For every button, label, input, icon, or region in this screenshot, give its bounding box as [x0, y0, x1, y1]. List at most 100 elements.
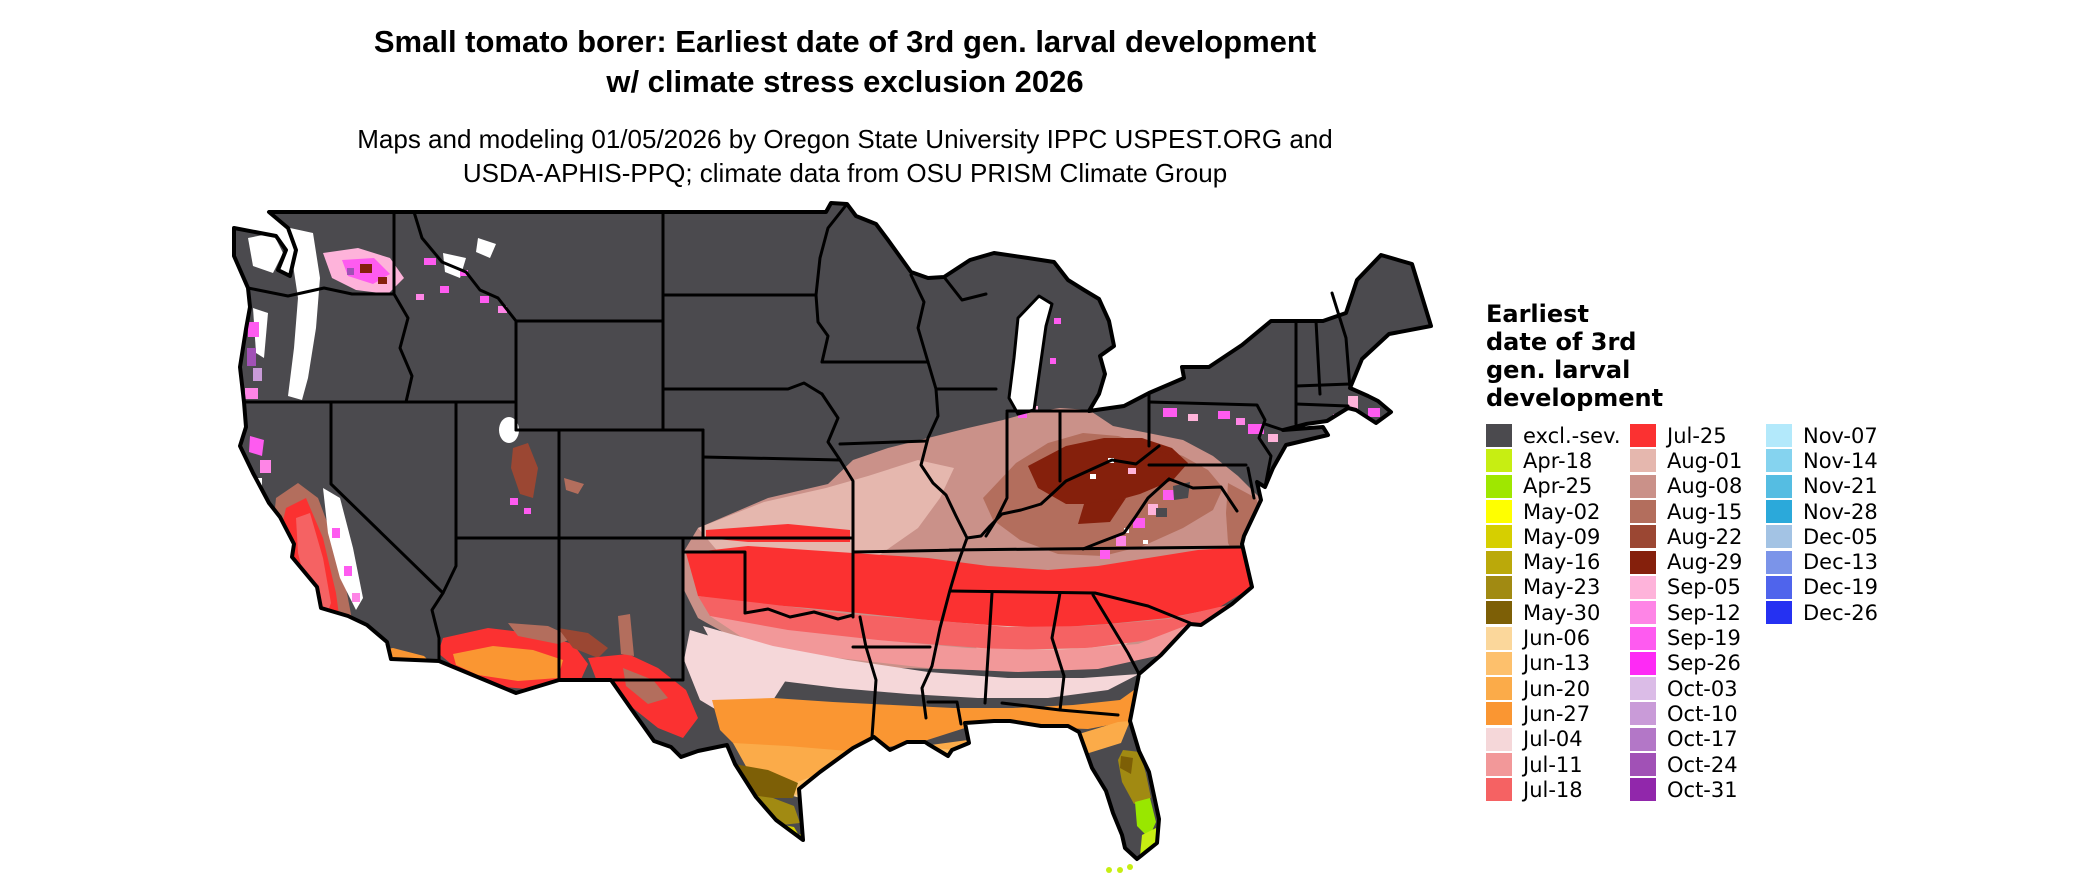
- legend-row: Sep-12: [1630, 600, 1780, 625]
- us-outline-stroke: [232, 201, 1433, 861]
- legend-swatch: [1486, 449, 1512, 473]
- legend-label: Apr-18: [1523, 448, 1593, 473]
- legend-swatch: [1630, 778, 1656, 802]
- legend-label: Jul-04: [1523, 727, 1583, 752]
- legend-row: Dec-13: [1766, 549, 1916, 574]
- legend-row: Jul-25: [1630, 423, 1780, 448]
- legend-label: Oct-03: [1667, 676, 1738, 701]
- legend-label: May-09: [1523, 524, 1601, 549]
- map-title-line1: Small tomato borer: Earliest date of 3rd…: [373, 24, 1317, 59]
- legend-row: May-30: [1486, 600, 1636, 625]
- legend-swatch: [1766, 575, 1792, 599]
- legend-swatch: [1630, 727, 1656, 751]
- legend-title-line: Earliest: [1486, 300, 1589, 328]
- legend-row: Nov-07: [1766, 423, 1916, 448]
- legend-label: Nov-21: [1803, 474, 1878, 499]
- legend-swatch: [1630, 753, 1656, 776]
- legend-row: May-23: [1486, 575, 1636, 600]
- legend-row: Dec-26: [1766, 600, 1916, 625]
- legend-swatch: [1630, 550, 1656, 574]
- legend-column-1: excl.-sev. Apr-18 Apr-25 May-02 May-09 May-16…: [1486, 423, 1636, 802]
- legend-label: Sep-19: [1667, 626, 1741, 651]
- legend-swatch: [1630, 651, 1656, 675]
- legend-swatch: [1486, 626, 1512, 650]
- legend-swatch: [1766, 601, 1792, 625]
- legend-row: Aug-15: [1630, 499, 1780, 524]
- legend-label: excl.-sev.: [1523, 423, 1621, 448]
- legend-swatch: [1766, 500, 1792, 524]
- legend-label: Oct-31: [1667, 777, 1738, 802]
- legend-row: Sep-26: [1630, 651, 1780, 676]
- legend-swatch: [1766, 525, 1792, 549]
- legend-row: excl.-sev.: [1486, 423, 1636, 448]
- legend-swatch: [1486, 702, 1512, 726]
- map-title: Small tomato borer: Earliest date of 3rd…: [0, 22, 1690, 102]
- legend-swatch: [1630, 424, 1656, 448]
- legend-row: Jun-27: [1486, 701, 1636, 726]
- legend-title-line: gen. larval: [1486, 356, 1631, 384]
- legend-swatch: [1486, 677, 1512, 701]
- legend-title-line: date of 3rd: [1486, 328, 1637, 356]
- legend-label: Jun-13: [1523, 651, 1591, 676]
- legend-swatch: [1630, 449, 1656, 473]
- legend-row: Aug-08: [1630, 474, 1780, 499]
- map-title-line2: w/ climate stress exclusion 2026: [606, 64, 1084, 99]
- legend-row: Sep-19: [1630, 625, 1780, 650]
- legend: Earliest date of 3rd gen. larval developmen…: [1486, 300, 2046, 802]
- legend-row: May-09: [1486, 524, 1636, 549]
- legend-label: Oct-17: [1667, 727, 1738, 752]
- legend-row: Dec-19: [1766, 575, 1916, 600]
- legend-swatch: [1486, 525, 1512, 549]
- legend-label: Oct-10: [1667, 701, 1738, 726]
- legend-swatch: [1486, 601, 1512, 625]
- legend-label: Sep-26: [1667, 651, 1741, 676]
- state-borders: [242, 202, 1352, 739]
- legend-row: Nov-14: [1766, 448, 1916, 473]
- map-subtitle: Maps and modeling 01/05/2026 by Oregon S…: [0, 122, 1690, 190]
- legend-title: Earliest date of 3rd gen. larval developmen…: [1486, 300, 2046, 412]
- legend-title-line: development: [1486, 384, 1664, 412]
- legend-label: Nov-28: [1803, 499, 1878, 524]
- legend-label: Nov-07: [1803, 423, 1878, 448]
- legend-swatch: [1630, 677, 1656, 701]
- legend-label: Nov-14: [1803, 448, 1878, 473]
- legend-label: Jun-06: [1523, 626, 1591, 651]
- us-map-container: [228, 198, 1448, 892]
- legend-swatch: [1486, 575, 1512, 599]
- legend-row: Jul-18: [1486, 777, 1636, 802]
- legend-label: Sep-05: [1667, 575, 1741, 600]
- legend-label: Jul-18: [1523, 777, 1583, 802]
- legend-label: Apr-25: [1523, 474, 1593, 499]
- legend-row: Jul-04: [1486, 727, 1636, 752]
- legend-row: Nov-28: [1766, 499, 1916, 524]
- legend-row: Oct-24: [1630, 752, 1780, 777]
- legend-swatch: [1486, 474, 1512, 498]
- legend-row: Aug-22: [1630, 524, 1780, 549]
- legend-row: May-02: [1486, 499, 1636, 524]
- legend-row: Nov-21: [1766, 474, 1916, 499]
- legend-label: May-30: [1523, 600, 1601, 625]
- legend-swatch: [1486, 500, 1512, 524]
- legend-label: May-23: [1523, 575, 1601, 600]
- legend-swatch: [1486, 753, 1512, 776]
- legend-column-3: Nov-07 Nov-14 Nov-21 Nov-28 Dec-05 Dec-13 Dec-…: [1766, 423, 1916, 625]
- legend-row: Jun-13: [1486, 651, 1636, 676]
- legend-label: Aug-08: [1667, 474, 1743, 499]
- legend-label: May-16: [1523, 550, 1601, 575]
- legend-row: Oct-10: [1630, 701, 1780, 726]
- legend-swatch: [1486, 424, 1512, 448]
- legend-swatch: [1630, 474, 1656, 498]
- florida-keys: [1106, 864, 1133, 873]
- legend-swatch: [1630, 575, 1656, 599]
- legend-label: Aug-29: [1667, 550, 1743, 575]
- legend-label: Dec-05: [1803, 524, 1878, 549]
- legend-swatch: [1766, 474, 1792, 498]
- legend-label: Dec-26: [1803, 600, 1878, 625]
- legend-swatch: [1766, 449, 1792, 473]
- legend-swatch: [1486, 550, 1512, 574]
- legend-row: Oct-17: [1630, 727, 1780, 752]
- legend-label: Jun-27: [1523, 701, 1591, 726]
- legend-row: Aug-29: [1630, 549, 1780, 574]
- legend-swatch: [1766, 424, 1792, 448]
